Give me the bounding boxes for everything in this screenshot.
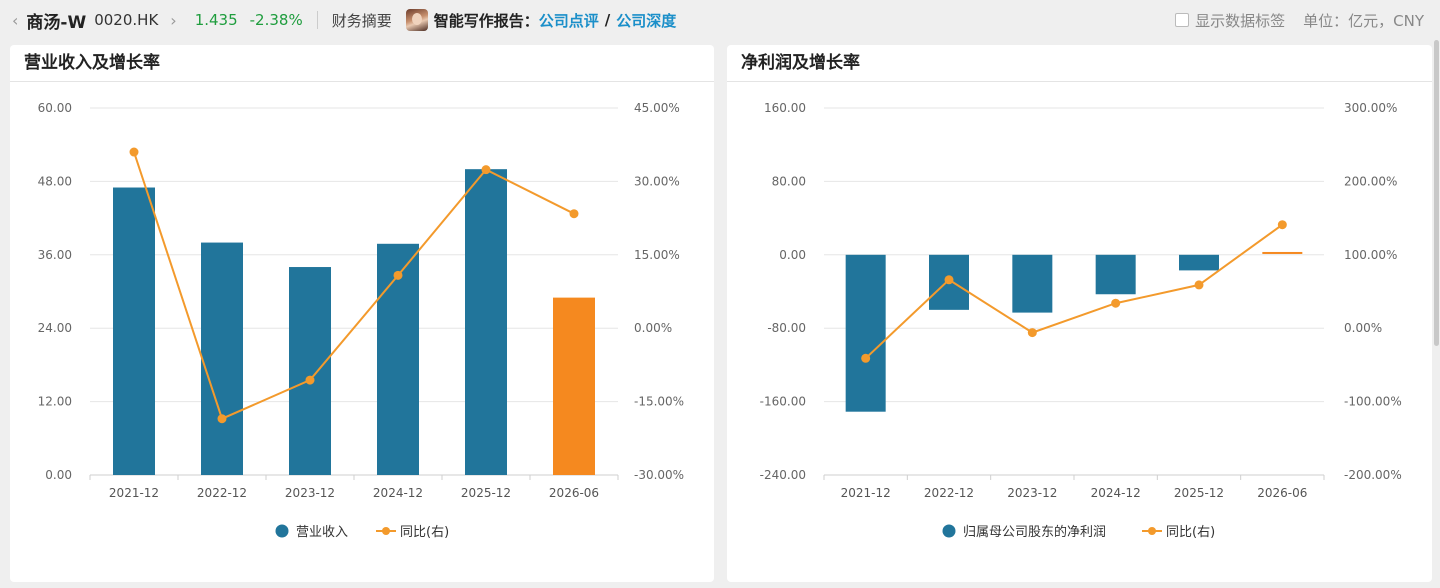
left-axis-tick: 0.00 <box>45 468 72 482</box>
x-axis-tick: 2022-12 <box>924 486 974 500</box>
stock-header: ‹ 商汤-W 0020.HK › 1.435 -2.38% 财务摘要 智能写作报… <box>0 0 1440 40</box>
right-axis-tick: -100.00% <box>1344 395 1402 409</box>
line-point <box>129 147 139 157</box>
financial-summary-label: 财务摘要 <box>331 11 392 30</box>
company-depth-link[interactable]: 公司深度 <box>616 11 677 30</box>
net-profit-chart: -240.00 -160.00 -80.00 0.00 80.00 160.00 -200.… <box>760 101 1402 540</box>
left-axis-tick: 80.00 <box>772 174 806 188</box>
right-axis-tick: 0.00% <box>1344 321 1382 335</box>
analyst-avatar <box>405 9 428 31</box>
left-axis-tick: 24.00 <box>38 321 72 335</box>
stock-name: 商汤-W <box>26 12 87 33</box>
bar <box>1262 251 1303 254</box>
bar <box>1012 254 1053 313</box>
right-axis-tick: -200.00% <box>1344 468 1402 482</box>
right-axis-tick: 15.00% <box>634 248 680 262</box>
unit-label: 单位：亿元，CNY <box>1303 11 1424 30</box>
left-axis-tick: 36.00 <box>38 248 72 262</box>
line-point <box>481 165 491 175</box>
left-axis-tick: 12.00 <box>38 395 72 409</box>
line-point <box>217 414 227 424</box>
stock-code: 0020.HK <box>94 11 159 29</box>
stock-price: 1.435 <box>194 11 238 29</box>
legend-line-dot <box>1148 527 1156 535</box>
x-axis-tick: 2025-12 <box>1174 486 1224 500</box>
company-review-link[interactable]: 公司点评 <box>538 11 599 30</box>
line-series <box>864 223 1283 360</box>
bar <box>465 169 507 475</box>
x-axis-tick: 2026-06 <box>1257 486 1307 500</box>
line-series <box>133 151 575 421</box>
revenue-panel: 营业收入及增长率 0.00 12.00 24.00 36.00 48.00 60.00 -3… <box>10 45 714 582</box>
legend-bar-label: 营业收入 <box>296 525 348 540</box>
bar <box>201 242 243 475</box>
line-point <box>1111 298 1121 308</box>
divider <box>316 11 318 29</box>
legend-bar-label: 归属母公司股东的净利润 <box>963 524 1106 540</box>
legend-line-label: 同比(右) <box>400 525 449 540</box>
left-axis-tick: 48.00 <box>38 174 72 188</box>
link-separator: / <box>604 11 611 29</box>
price-change: -2.38% <box>249 11 303 29</box>
bar <box>113 187 155 475</box>
left-axis-tick: -80.00 <box>767 321 806 335</box>
revenue-chart-title: 营业收入及增长率 <box>10 45 714 82</box>
x-axis-tick: 2024-12 <box>373 486 423 500</box>
x-axis-tick: 2023-12 <box>1007 486 1057 500</box>
line-point <box>569 209 579 219</box>
right-axis-tick: -15.00% <box>634 395 684 409</box>
bar <box>1179 254 1219 271</box>
legend-bar-marker <box>275 524 289 538</box>
left-axis-tick: 160.00 <box>764 101 806 115</box>
line-point <box>861 353 871 363</box>
show-labels-checkbox[interactable] <box>1175 13 1190 27</box>
x-axis-tick: 2022-12 <box>197 486 247 500</box>
x-axis-tick: 2023-12 <box>285 486 335 500</box>
line-point <box>1277 220 1287 230</box>
page-scrollbar[interactable] <box>1434 40 1439 346</box>
x-axis-tick: 2026-06 <box>549 486 599 500</box>
legend-line-dot <box>382 527 390 535</box>
left-axis-tick: 0.00 <box>779 248 806 262</box>
x-axis-tick: 2021-12 <box>841 486 891 500</box>
right-axis-tick: 45.00% <box>634 101 680 115</box>
show-labels-label[interactable]: 显示数据标签 <box>1195 11 1286 30</box>
forward-arrow-icon[interactable]: › <box>170 10 177 30</box>
right-axis-tick: 300.00% <box>1344 101 1397 115</box>
line-point <box>1194 280 1204 290</box>
right-axis-tick: 200.00% <box>1344 174 1397 188</box>
right-axis-tick: -30.00% <box>634 468 684 482</box>
right-axis-tick: 0.00% <box>634 321 672 335</box>
x-axis-tick: 2024-12 <box>1091 486 1141 500</box>
bar <box>553 297 595 475</box>
ai-report-label: 智能写作报告： <box>433 11 539 30</box>
bar <box>289 267 331 475</box>
net-profit-panel: 净利润及增长率 -240.00 -160.00 -80.00 0.00 80.00 160… <box>727 45 1432 582</box>
line-point <box>1027 328 1037 338</box>
right-axis-tick: 100.00% <box>1344 248 1397 262</box>
x-axis-tick: 2021-12 <box>109 486 159 500</box>
line-point <box>305 375 315 385</box>
legend-line-label: 同比(右) <box>1166 525 1215 540</box>
legend-bar-marker <box>942 524 956 538</box>
revenue-chart: 0.00 12.00 24.00 36.00 48.00 60.00 -30.00% -15.… <box>38 101 684 540</box>
net-profit-chart-title: 净利润及增长率 <box>727 45 1432 82</box>
x-axis-tick: 2025-12 <box>461 486 511 500</box>
right-axis-tick: 30.00% <box>634 174 680 188</box>
line-point <box>944 275 954 285</box>
bar <box>377 243 419 475</box>
back-arrow-icon[interactable]: ‹ <box>12 10 19 30</box>
line-point <box>393 270 403 280</box>
bar <box>1095 254 1136 295</box>
left-axis-tick: 60.00 <box>38 101 72 115</box>
left-axis-tick: -160.00 <box>760 395 806 409</box>
bar <box>845 254 886 412</box>
left-axis-tick: -240.00 <box>760 468 806 482</box>
